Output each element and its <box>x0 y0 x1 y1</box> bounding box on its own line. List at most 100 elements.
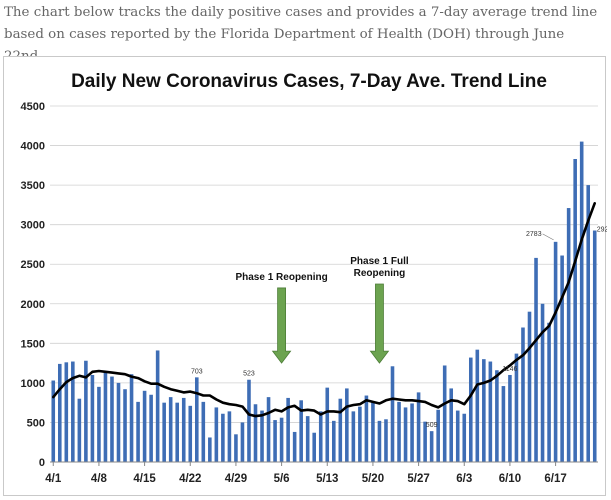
bar <box>194 377 199 462</box>
bar <box>273 420 277 462</box>
bar <box>103 371 108 462</box>
bar <box>540 303 545 462</box>
bar <box>97 386 101 462</box>
bar <box>410 403 414 462</box>
annotation-text: Phase 1 Reopening <box>235 272 327 283</box>
y-tick-label: 2000 <box>21 299 45 311</box>
y-tick-label: 4500 <box>21 101 45 113</box>
bar <box>534 257 538 462</box>
bar <box>208 437 212 462</box>
y-tick-label: 2500 <box>21 259 45 271</box>
bar <box>84 360 88 462</box>
bar <box>149 394 153 462</box>
bar <box>488 361 493 462</box>
cases-chart: Daily New Coronavirus Cases, 7-Day Ave. … <box>21 71 607 485</box>
bar <box>495 370 499 462</box>
bar <box>371 401 375 462</box>
bar <box>508 374 512 462</box>
bar <box>64 362 69 462</box>
bar <box>468 357 473 462</box>
x-tick-label: 4/29 <box>225 473 247 485</box>
bar <box>384 419 388 462</box>
bar <box>136 401 140 462</box>
bar <box>299 400 303 462</box>
bar <box>345 388 349 462</box>
bar <box>331 420 336 462</box>
axis-layer: 0 500 1000 1500 2000 2500 3000 3500 4000 4500 4/1 4… <box>21 101 598 485</box>
bar <box>247 379 251 462</box>
bar <box>358 406 362 462</box>
bar <box>188 405 193 462</box>
x-tick-label: 6/17 <box>544 473 566 485</box>
bar <box>449 388 454 462</box>
data-label: 509 <box>426 422 438 429</box>
y-tick-label: 0 <box>39 457 45 469</box>
bar <box>390 366 395 462</box>
bar <box>90 374 95 462</box>
bar <box>227 411 232 462</box>
bar <box>403 407 408 462</box>
bar <box>423 421 427 462</box>
bar <box>175 402 180 462</box>
bar <box>514 353 519 462</box>
y-tick-label: 500 <box>27 417 45 429</box>
y-tick-label: 1500 <box>21 338 45 350</box>
bar <box>377 420 382 462</box>
bar-layer <box>51 141 597 462</box>
chart-frame: Daily New Coronavirus Cases, 7-Day Ave. … <box>3 56 607 496</box>
bar <box>181 397 186 462</box>
reopening-arrow <box>271 287 292 364</box>
x-tick-label: 4/22 <box>179 473 201 485</box>
x-tick-label: 6/3 <box>456 473 472 485</box>
bar <box>436 409 440 462</box>
grid-layer <box>50 105 598 423</box>
bar <box>260 410 264 462</box>
bar <box>168 397 173 462</box>
annotation-text: Reopening <box>354 268 406 279</box>
x-tick-label: 5/20 <box>362 473 384 485</box>
bar <box>312 432 317 462</box>
data-label: 2783 <box>526 231 542 238</box>
bar <box>305 416 310 462</box>
bar <box>579 141 584 462</box>
x-tick-label: 5/13 <box>316 473 338 485</box>
chart-title: Daily New Coronavirus Cases, 7-Day Ave. … <box>71 71 547 92</box>
bar <box>351 411 356 462</box>
x-tick-label: 4/8 <box>91 473 108 485</box>
bar <box>325 387 330 462</box>
bar <box>142 390 147 462</box>
bar <box>110 376 114 462</box>
bar <box>71 361 75 462</box>
bar <box>560 255 564 462</box>
y-tick-label: 3000 <box>21 220 45 232</box>
bar <box>286 397 290 462</box>
bar <box>501 386 506 462</box>
bar <box>318 411 323 462</box>
annotation-text: Phase 1 Full <box>350 256 409 267</box>
bar <box>57 363 62 462</box>
x-tick-label: 6/10 <box>499 473 521 485</box>
trend-line-layer <box>51 202 597 418</box>
bar <box>482 359 486 462</box>
bar <box>51 380 56 462</box>
bar <box>592 230 597 462</box>
x-tick-label: 4/1 <box>45 473 62 485</box>
y-tick-label: 3500 <box>21 180 45 192</box>
bar <box>462 413 467 462</box>
bar <box>416 392 421 462</box>
bar <box>338 398 343 462</box>
bar <box>214 407 219 462</box>
bar <box>455 410 460 462</box>
data-label: 523 <box>243 371 255 378</box>
bar <box>292 431 297 462</box>
bar <box>279 417 284 462</box>
data-label-layer: 703 523 509 1146 2783 2926 <box>191 227 607 430</box>
x-tick-label: 5/6 <box>274 473 290 485</box>
x-tick-label: 4/15 <box>133 473 156 485</box>
bar <box>442 365 447 462</box>
y-tick-label: 4000 <box>21 141 45 153</box>
x-tick-label: 5/27 <box>407 473 429 485</box>
bar <box>586 185 591 462</box>
bar <box>201 401 206 462</box>
reopening-arrow <box>369 283 390 364</box>
